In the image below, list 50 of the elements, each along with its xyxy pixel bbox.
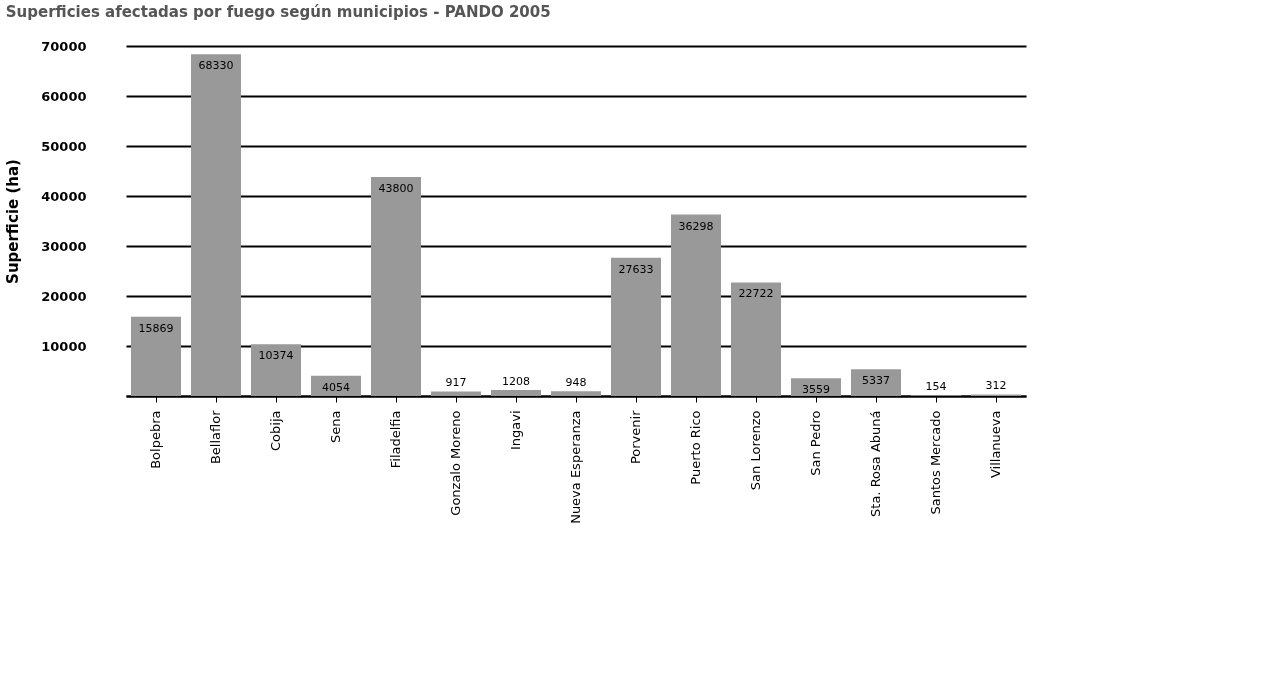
x-tick-label: San Lorenzo xyxy=(748,410,763,491)
data-label: 948 xyxy=(565,376,587,390)
data-label: 1208 xyxy=(502,374,530,388)
data-label: 312 xyxy=(985,379,1007,393)
x-tick-label: Bellaflor xyxy=(208,409,223,465)
data-label: 5337 xyxy=(862,374,890,388)
bar xyxy=(611,257,661,396)
data-label: 22722 xyxy=(738,287,774,301)
data-label: 15869 xyxy=(138,321,174,335)
x-tick-label: Nueva Esperanza xyxy=(568,410,583,524)
bar xyxy=(131,316,181,396)
data-label: 4054 xyxy=(322,380,350,394)
x-tick-label: Villanueva xyxy=(988,410,1003,479)
y-tick-label: 10000 xyxy=(41,338,87,354)
bar xyxy=(371,177,421,396)
y-tick-label: 60000 xyxy=(41,88,87,104)
y-axis-title: Superficie (ha) xyxy=(4,159,23,284)
chart-title: Superficies afectadas por fuego según municipios - PANDO 2005 xyxy=(5,3,551,21)
data-label: 43800 xyxy=(378,182,414,195)
y-tick-label: 40000 xyxy=(41,188,87,204)
bar xyxy=(731,282,781,396)
x-tick-label: Puerto Rico xyxy=(688,410,703,485)
x-tick-label: San Pedro xyxy=(808,410,823,476)
data-label: 154 xyxy=(925,380,947,394)
x-tick-label: Sena xyxy=(328,410,343,443)
bar xyxy=(431,391,481,396)
bar xyxy=(551,391,601,396)
y-tick-label: 20000 xyxy=(41,288,87,304)
x-tick-label: Ingavi xyxy=(508,410,523,451)
x-tick-label: Cobija xyxy=(268,410,283,451)
data-label: 10374 xyxy=(258,349,294,363)
x-tick-label: Bolpebra xyxy=(148,410,163,469)
bar xyxy=(851,369,901,396)
data-label: 917 xyxy=(445,376,467,390)
x-tick-label: Sta. Rosa Abuná xyxy=(868,410,883,517)
bar xyxy=(251,344,301,396)
y-tick-label: 70000 xyxy=(41,38,87,54)
data-label: 27633 xyxy=(618,262,654,276)
x-tick-label: Filadelfia xyxy=(388,410,403,469)
bar xyxy=(491,389,541,396)
data-label: 36298 xyxy=(678,219,714,233)
y-tick-label: 30000 xyxy=(41,238,87,254)
x-tick-label: Santos Mercado xyxy=(928,410,943,515)
x-tick-label: Porvenir xyxy=(628,409,643,465)
bar xyxy=(191,54,241,396)
data-label: 3559 xyxy=(802,383,830,397)
x-tick-label: Gonzalo Moreno xyxy=(448,410,463,516)
bar xyxy=(671,214,721,396)
data-label: 68330 xyxy=(198,59,234,73)
y-tick-label: 50000 xyxy=(41,138,87,154)
